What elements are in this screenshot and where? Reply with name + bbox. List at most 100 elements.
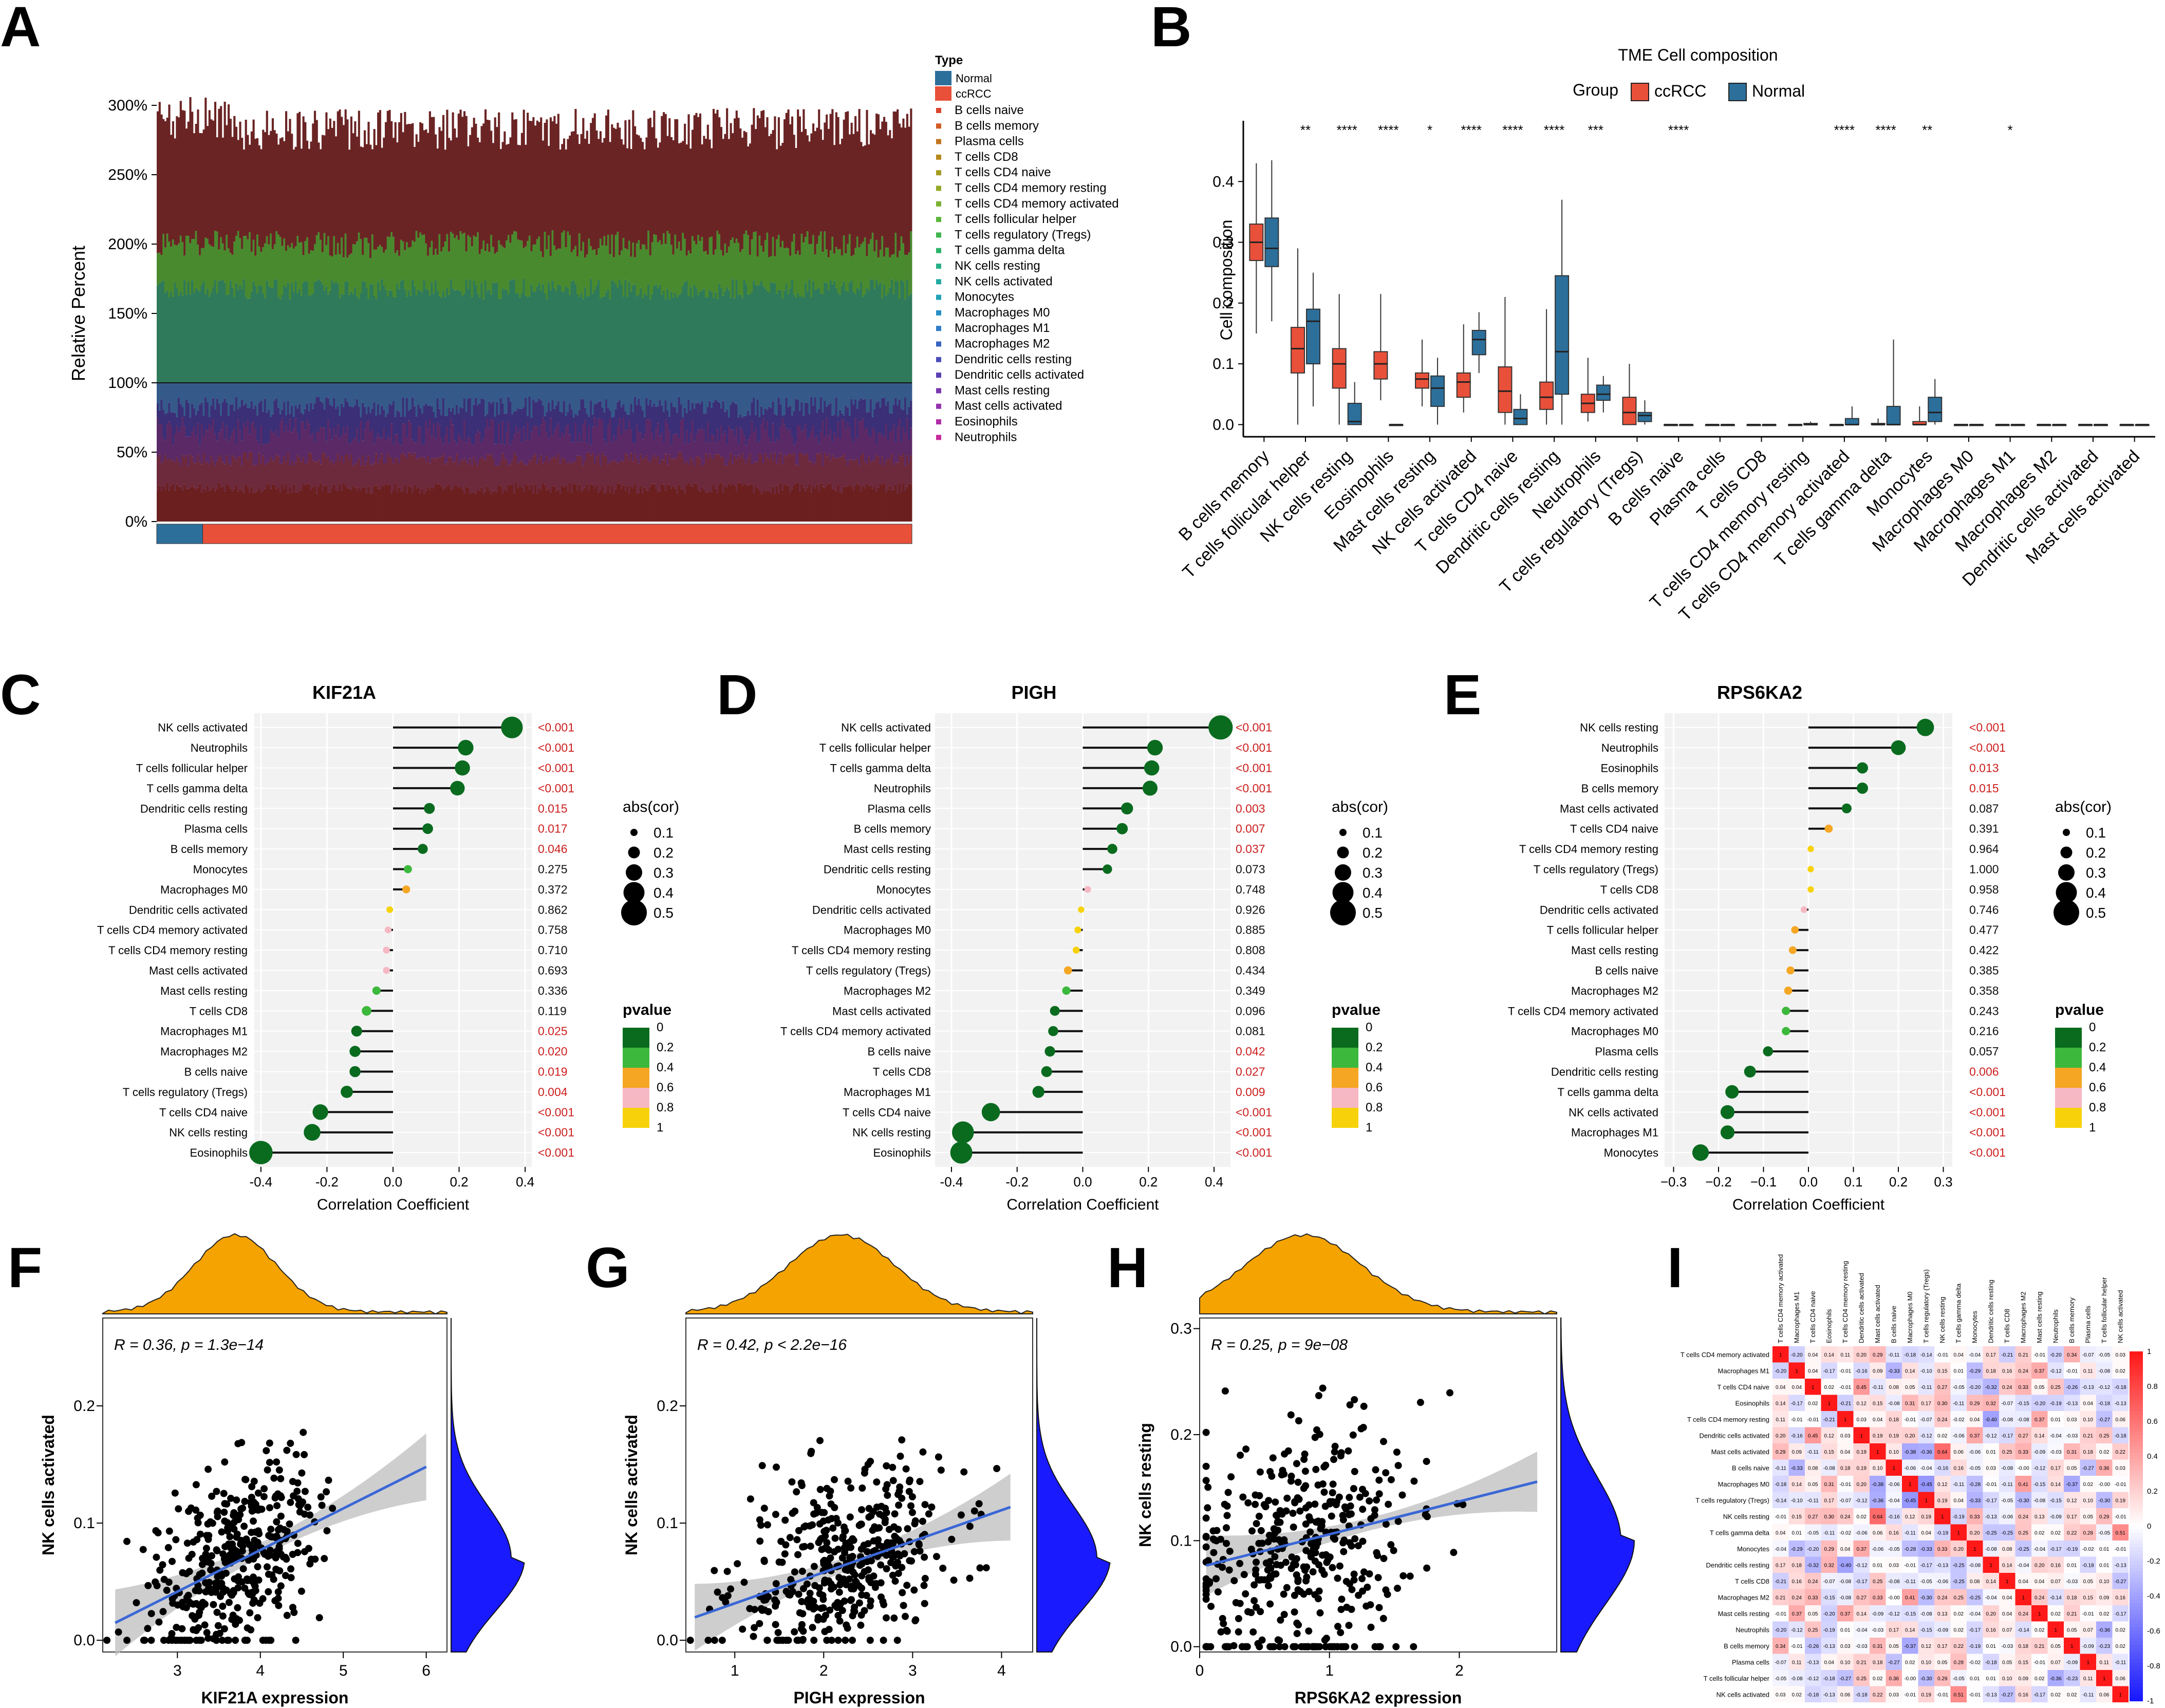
stacked-bar-segment <box>722 434 724 457</box>
color-legend-title: pvalue <box>623 1001 671 1018</box>
stacked-bar-segment <box>220 106 222 237</box>
stacked-bar-segment <box>419 122 422 233</box>
stacked-bar-segment <box>386 485 389 522</box>
stacked-bar-segment <box>237 289 239 383</box>
stacked-bar-segment <box>755 461 757 487</box>
scatter-point <box>910 1548 918 1555</box>
stacked-bar-segment <box>881 398 884 436</box>
scatter-point <box>800 1585 807 1592</box>
stacked-bar-segment <box>753 108 755 232</box>
stacked-bar-segment <box>605 457 608 493</box>
scatter-point <box>123 1637 131 1644</box>
stacked-bar-segment <box>626 148 629 250</box>
stacked-bar-segment <box>490 403 493 420</box>
stacked-bar-segment <box>569 235 571 295</box>
stacked-bar-segment <box>333 236 335 284</box>
stacked-bar-segment <box>879 433 882 465</box>
lollipop-dot <box>1788 946 1797 954</box>
scatter-point <box>873 1478 881 1486</box>
stacked-bar-segment <box>910 293 912 383</box>
stacked-bar-segment <box>477 232 479 294</box>
stacked-bar-segment <box>475 493 477 522</box>
stacked-bar-segment <box>298 112 301 243</box>
stacked-bar-segment <box>682 419 684 458</box>
stacked-bar-segment <box>576 415 579 442</box>
stacked-bar-segment <box>346 426 349 454</box>
stacked-bar-segment <box>496 492 498 522</box>
stacked-bar-segment <box>570 252 573 282</box>
stacked-bar-segment <box>394 484 397 522</box>
stacked-bar-segment <box>578 383 581 410</box>
scatter-point <box>194 1519 202 1527</box>
stacked-bar-segment <box>864 488 866 522</box>
stacked-bar-segment <box>260 383 263 401</box>
stacked-bar-segment <box>304 383 307 409</box>
stacked-bar-segment <box>341 435 343 456</box>
stacked-bar-segment <box>532 456 535 494</box>
stacked-bar-segment <box>668 416 671 431</box>
stacked-bar-segment <box>793 234 795 295</box>
stacked-bar-segment <box>647 383 650 405</box>
stacked-bar-segment <box>831 455 834 490</box>
lollipop-dot <box>386 906 393 913</box>
stacked-bar-segment <box>777 383 780 398</box>
stacked-bar-segment <box>212 247 215 287</box>
stacked-bar-segment <box>662 485 665 522</box>
scatter-point <box>1360 1402 1368 1410</box>
scatter-point <box>841 1528 849 1535</box>
stacked-bar-segment <box>657 406 659 423</box>
scatter-point <box>147 1637 155 1644</box>
stacked-bar-segment <box>344 398 347 434</box>
stacked-bar-segment <box>659 383 661 400</box>
stacked-bar-segment <box>352 244 354 294</box>
stacked-bar-segment <box>737 383 740 418</box>
stacked-bar-segment <box>381 279 383 383</box>
stacked-bar-segment <box>557 248 559 285</box>
stacked-bar-segment <box>693 115 696 241</box>
p-value-label: 0.006 <box>1969 1065 1999 1079</box>
stacked-bar-segment <box>591 426 594 453</box>
stacked-bar-segment <box>843 383 845 416</box>
stacked-bar-segment <box>614 383 617 410</box>
stacked-bar-segment <box>789 429 792 453</box>
stacked-bar-segment <box>758 235 761 285</box>
stacked-bar-segment <box>423 445 425 458</box>
stacked-bar-segment <box>595 485 598 522</box>
stacked-bar-segment <box>827 257 830 290</box>
stacked-bar-segment <box>344 486 347 522</box>
scatter-point <box>261 1550 269 1558</box>
row-label: Monocytes <box>876 883 931 896</box>
stacked-bar-segment <box>199 383 201 405</box>
stacked-bar-segment <box>691 129 694 236</box>
stacked-bar-segment <box>595 383 598 404</box>
stacked-bar-segment <box>540 383 543 401</box>
stacked-bar-segment <box>708 383 711 401</box>
stacked-bar-segment <box>672 297 675 383</box>
stacked-bar-segment <box>647 491 650 522</box>
stacked-bar-segment <box>208 491 211 522</box>
stacked-bar-segment <box>258 145 260 247</box>
stacked-bar-segment <box>511 485 514 522</box>
stacked-bar-segment <box>553 288 556 383</box>
stacked-bar-segment <box>318 142 320 233</box>
lollipop-dot <box>458 739 474 756</box>
stacked-bar-segment <box>312 251 314 294</box>
stacked-bar-segment <box>634 126 637 257</box>
stacked-bar-segment <box>367 455 370 487</box>
stacked-bar-segment <box>839 249 842 295</box>
stacked-bar-segment <box>306 484 309 522</box>
stacked-bar-segment <box>869 280 872 383</box>
stacked-bar-segment <box>661 432 663 460</box>
stacked-bar-segment <box>904 466 907 491</box>
stacked-bar-segment <box>714 292 717 383</box>
scatter-point <box>828 1515 835 1523</box>
stacked-bar-segment <box>310 490 312 522</box>
stacked-bar-segment <box>791 116 794 242</box>
stacked-bar-segment <box>612 127 615 257</box>
stacked-bar-segment <box>672 407 675 435</box>
scatter-point <box>1410 1477 1418 1485</box>
scatter-point <box>912 1616 920 1624</box>
scatter-point <box>772 1602 779 1610</box>
scatter-point <box>267 1637 275 1644</box>
stacked-bar-segment <box>586 296 588 383</box>
